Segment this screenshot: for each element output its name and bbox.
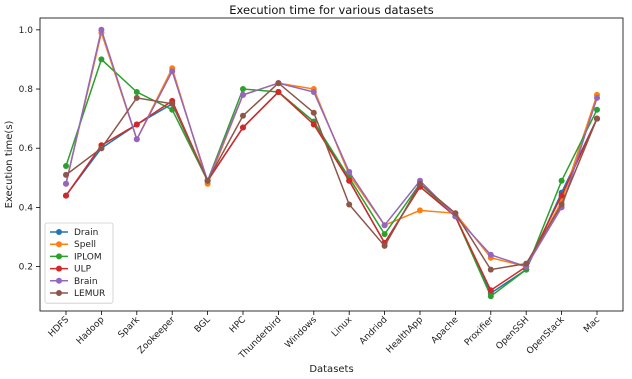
x-tick-label: HealthApp bbox=[385, 315, 426, 356]
x-tick-label: Windows bbox=[283, 315, 319, 351]
series-line-drain bbox=[65, 90, 598, 295]
data-point-lemur-8 bbox=[346, 201, 353, 208]
y-tick-label: 0.2 bbox=[19, 263, 33, 273]
legend-box bbox=[44, 222, 114, 304]
y-tick-label: 1.0 bbox=[19, 26, 34, 36]
legend-swatch-marker bbox=[56, 253, 62, 260]
data-point-iplom-1 bbox=[98, 56, 105, 63]
data-point-lemur-3 bbox=[169, 100, 176, 107]
x-tick-label: HDFS bbox=[47, 315, 72, 340]
x-tick-label: OpenStack bbox=[525, 315, 567, 357]
data-point-brain-15 bbox=[594, 94, 600, 101]
series-line-lemur bbox=[65, 82, 598, 271]
legend-label: LEMUR bbox=[74, 289, 105, 299]
legend-item-drain: Drain bbox=[50, 228, 98, 238]
legend-item-lemur: LEMUR bbox=[50, 289, 105, 299]
legend-item-iplom: IPLOM bbox=[50, 252, 102, 262]
series-lemur bbox=[63, 80, 600, 273]
data-point-brain-2 bbox=[133, 136, 140, 143]
legend-label: Spell bbox=[74, 240, 96, 250]
y-axis-label: Execution time(s) bbox=[4, 120, 15, 208]
data-point-brain-8 bbox=[346, 168, 353, 175]
x-tick-label: Spark bbox=[117, 314, 143, 340]
x-tick-label: Apache bbox=[430, 315, 461, 346]
data-point-ulp-2 bbox=[133, 121, 140, 128]
data-point-ulp-6 bbox=[275, 89, 282, 95]
data-point-lemur-1 bbox=[98, 145, 105, 152]
legend-swatch-marker bbox=[56, 241, 62, 248]
data-point-lemur-14 bbox=[558, 201, 565, 208]
legend-swatch-marker bbox=[56, 290, 62, 296]
y-tick-label: 0.6 bbox=[19, 144, 34, 154]
data-point-iplom-9 bbox=[381, 231, 388, 238]
series-iplom bbox=[63, 56, 600, 300]
legend-item-brain: Brain bbox=[50, 277, 98, 287]
legend-label: IPLOM bbox=[74, 252, 102, 262]
data-point-lemur-9 bbox=[381, 242, 388, 249]
data-point-lemur-2 bbox=[133, 94, 140, 101]
chart-marks bbox=[63, 26, 600, 300]
x-tick-label: BGL bbox=[193, 315, 213, 335]
x-tick-label: Proxifier bbox=[463, 315, 496, 348]
data-point-lemur-5 bbox=[240, 112, 246, 119]
x-tick-label: Andriod bbox=[358, 315, 390, 347]
x-tick-label: Mac bbox=[582, 315, 602, 335]
data-point-brain-1 bbox=[98, 26, 105, 33]
data-point-iplom-12 bbox=[487, 293, 494, 300]
x-tick-label: Zookeeper bbox=[136, 315, 177, 356]
data-point-lemur-11 bbox=[452, 210, 459, 217]
series-brain bbox=[63, 26, 600, 270]
data-point-ulp-7 bbox=[310, 121, 317, 128]
data-point-iplom-5 bbox=[240, 86, 246, 92]
y-tick-label: 0.4 bbox=[19, 203, 34, 213]
data-point-iplom-2 bbox=[133, 89, 140, 95]
legend-label: ULP bbox=[74, 265, 92, 275]
data-point-lemur-0 bbox=[63, 171, 69, 178]
x-tick-label: Hadoop bbox=[75, 315, 107, 347]
data-point-ulp-14 bbox=[558, 192, 565, 199]
x-tick-label: Linux bbox=[330, 315, 355, 340]
data-point-brain-5 bbox=[240, 91, 246, 98]
data-point-lemur-10 bbox=[417, 180, 423, 187]
series-line-ulp bbox=[65, 90, 598, 292]
legend-swatch-marker bbox=[56, 265, 62, 272]
x-tick-label: HPC bbox=[228, 315, 248, 335]
data-point-ulp-0 bbox=[63, 192, 69, 199]
series-line-brain bbox=[65, 26, 598, 268]
legend-item-spell: Spell bbox=[50, 240, 96, 250]
data-point-lemur-12 bbox=[487, 266, 494, 273]
data-point-lemur-6 bbox=[275, 80, 282, 87]
data-point-brain-12 bbox=[487, 251, 494, 258]
data-point-lemur-4 bbox=[204, 177, 211, 184]
data-point-brain-3 bbox=[169, 68, 176, 75]
legend-label: Drain bbox=[74, 228, 98, 238]
chart-title: Execution time for various datasets bbox=[229, 3, 433, 17]
data-point-iplom-0 bbox=[63, 163, 69, 169]
data-point-lemur-15 bbox=[594, 115, 600, 122]
legend-item-ulp: ULP bbox=[50, 265, 92, 275]
data-point-brain-7 bbox=[310, 89, 317, 95]
legend-swatch-marker bbox=[56, 229, 62, 235]
legend: Drain Spell IPLOM ULP Brain LEMUR bbox=[44, 222, 114, 304]
series-ulp bbox=[63, 89, 600, 294]
data-point-iplom-14 bbox=[558, 177, 565, 184]
x-tick-label: OpenSSH bbox=[494, 315, 531, 352]
plot-frame bbox=[39, 17, 624, 312]
data-point-lemur-7 bbox=[310, 109, 317, 116]
legend-label: Brain bbox=[74, 277, 98, 287]
data-point-iplom-15 bbox=[594, 106, 600, 113]
y-tick-label: 0.8 bbox=[19, 85, 34, 95]
data-point-brain-9 bbox=[381, 222, 388, 229]
data-point-spell-10 bbox=[417, 207, 423, 214]
x-axis-label: Datasets bbox=[309, 364, 353, 375]
data-point-brain-0 bbox=[63, 180, 69, 187]
legend-swatch-marker bbox=[56, 277, 62, 284]
data-point-lemur-13 bbox=[523, 260, 530, 267]
data-point-ulp-5 bbox=[240, 124, 246, 131]
data-point-ulp-8 bbox=[346, 177, 353, 184]
data-point-ulp-12 bbox=[487, 287, 494, 294]
series-line-iplom bbox=[65, 58, 598, 298]
